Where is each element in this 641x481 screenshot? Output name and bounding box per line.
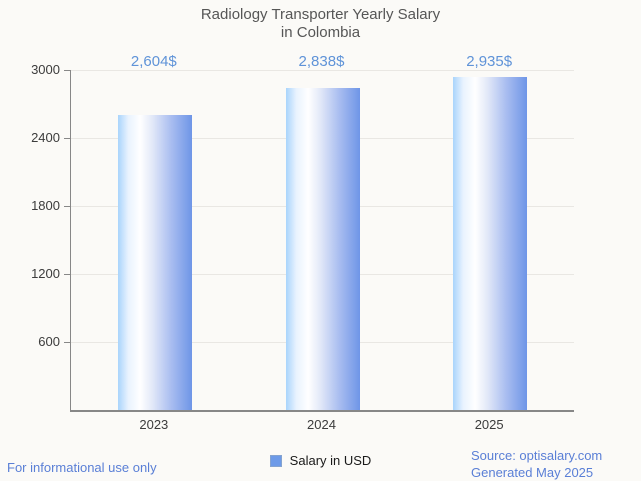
- bar-2023: [117, 114, 192, 410]
- x-axis-label-2024: 2024: [307, 417, 336, 432]
- chart-title-line2: in Colombia: [280, 24, 361, 41]
- bar-2025: [453, 77, 528, 410]
- disclaimer-text: For informational use only: [7, 460, 157, 475]
- y-tick-600: [64, 342, 70, 343]
- value-label-2023: 2,604$: [130, 53, 177, 70]
- y-tick-2400: [64, 138, 70, 139]
- legend-swatch-icon: [269, 454, 282, 467]
- source-text: Source: optisalary.com: [471, 448, 603, 463]
- source-block: Source: optisalary.com Generated May 202…: [471, 447, 602, 481]
- legend-label: Salary in USD: [289, 453, 372, 468]
- x-axis-label-2023: 2023: [139, 417, 169, 432]
- y-axis-label-2400: 2400: [31, 130, 60, 145]
- y-axis-label-1200: 1200: [31, 266, 60, 281]
- plot-area: [70, 69, 574, 412]
- gridline-3000: [71, 69, 574, 71]
- y-axis-label-600: 600: [38, 334, 60, 349]
- chart-title-line1: Radiology Transporter Yearly Salary: [200, 6, 441, 23]
- y-axis-label-3000: 3000: [31, 62, 60, 77]
- value-label-2025: 2,935$: [466, 53, 513, 70]
- value-label-2024: 2,838$: [298, 53, 345, 70]
- x-axis-label-2025: 2025: [474, 417, 504, 432]
- chart-title: Radiology Transporter Yearly Salary in C…: [0, 6, 641, 42]
- y-axis-label-1800: 1800: [31, 198, 60, 213]
- legend: Salary in USD: [0, 453, 641, 468]
- y-tick-1200: [64, 274, 70, 275]
- y-tick-3000: [64, 70, 70, 71]
- y-tick-1800: [64, 206, 70, 207]
- generated-text: Generated May 2025: [471, 465, 594, 480]
- bar-2024: [285, 88, 360, 410]
